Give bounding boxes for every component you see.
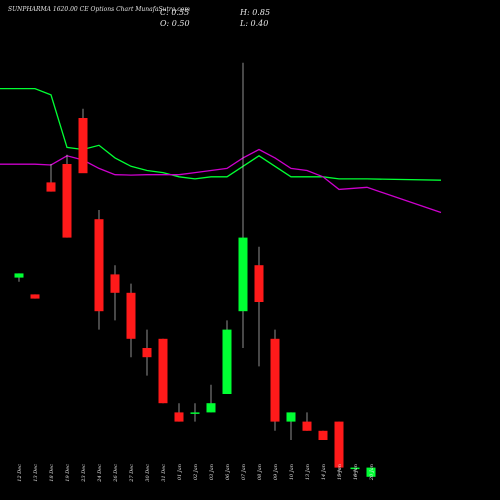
x-tick-label: 16 Jan: [353, 464, 359, 480]
candle-12: [190, 403, 200, 422]
candle-body: [366, 467, 376, 477]
candle-1: [14, 273, 24, 282]
x-tick-label: 03 Jan: [209, 464, 215, 480]
x-tick-label: 02 Jan: [193, 464, 199, 480]
candle-body: [190, 412, 200, 414]
close-value: C: 0.55: [160, 8, 190, 17]
candle-20: [318, 430, 328, 440]
x-tick-label: 13 Dec: [33, 464, 39, 482]
candle-9: [142, 329, 152, 376]
candle-23: [366, 467, 376, 477]
candle-body: [350, 467, 360, 470]
candle-body: [30, 294, 40, 299]
candle-19: [302, 412, 312, 431]
candle-body: [126, 292, 136, 339]
candle-7: [110, 265, 120, 321]
x-tick-label: 23 Dec: [81, 464, 87, 483]
candle-body: [254, 265, 264, 302]
candle-body: [206, 403, 216, 413]
candle-11: [174, 403, 184, 422]
candle-14: [222, 320, 232, 394]
x-tick-label: 10 Jan: [289, 464, 295, 480]
open-value: O: 0.50: [160, 19, 190, 28]
x-tick-label: 15 Jan: [337, 464, 343, 480]
x-tick-label: 13 Jan: [305, 464, 311, 480]
candle-4: [62, 154, 72, 238]
candle-body: [78, 118, 88, 174]
candle-16: [254, 246, 264, 367]
x-tick-label: 08 Jan: [257, 464, 263, 480]
indicator-line-1: [0, 87, 442, 181]
candle-body: [334, 421, 344, 468]
x-tick-label: 01 Jan: [177, 464, 183, 480]
candle-body: [318, 430, 328, 440]
candle-body: [302, 421, 312, 431]
indicator-line-2: [0, 148, 442, 214]
x-tick-label: 26 Dec: [113, 464, 119, 483]
candle-15: [238, 62, 248, 348]
candle-body: [222, 329, 232, 394]
candle-3: [46, 164, 56, 192]
candle-body: [110, 274, 120, 293]
candle-body: [62, 164, 72, 238]
x-tick-label: 06 Jan: [225, 464, 231, 480]
candle-22: [350, 467, 360, 477]
candle-6: [94, 210, 104, 330]
candle-body: [286, 412, 296, 422]
x-tick-label: 30 Dec: [145, 464, 151, 482]
candle-body: [14, 273, 24, 278]
x-tick-label: 19 Dec: [65, 464, 71, 482]
candle-body: [142, 348, 152, 358]
candle-10: [158, 338, 168, 404]
candle-body: [238, 237, 248, 312]
candles: [14, 62, 376, 477]
candle-17: [270, 329, 280, 431]
x-tick-label: 31 Dec: [161, 464, 167, 482]
candle-2: [30, 294, 40, 299]
x-tick-label: 18 Dec: [49, 464, 55, 482]
candle-13: [206, 384, 216, 413]
candle-5: [78, 108, 88, 174]
x-tick-label: 27 Dec: [129, 464, 135, 483]
candle-body: [46, 182, 56, 192]
candle-body: [94, 219, 104, 312]
candle-8: [126, 283, 136, 358]
x-axis-ticks: 12 Dec 13 Dec 18 Dec 19 Dec 23 Dec 24 Dec 26 D…: [17, 464, 375, 483]
candle-body: [174, 412, 184, 422]
x-tick-label: 20 Jan: [369, 464, 375, 481]
x-tick-label: 24 Dec: [97, 464, 103, 483]
x-tick-label: 07 Jan: [241, 464, 247, 480]
candle-body: [270, 338, 280, 422]
x-tick-label: 14 Jan: [321, 464, 327, 480]
candle-18: [286, 412, 296, 440]
high-value: H: 0.85: [240, 8, 271, 17]
candle-body: [158, 338, 168, 404]
candle-21: [334, 421, 344, 477]
low-value: L: 0.40: [240, 19, 269, 28]
chart-title: SUNPHARMA 1620.00 CE Options Chart Munaf…: [8, 6, 190, 13]
indicator-lines: [0, 87, 442, 214]
x-tick-label: 09 Jan: [273, 464, 279, 480]
x-tick-label: 12 Dec: [17, 464, 23, 482]
